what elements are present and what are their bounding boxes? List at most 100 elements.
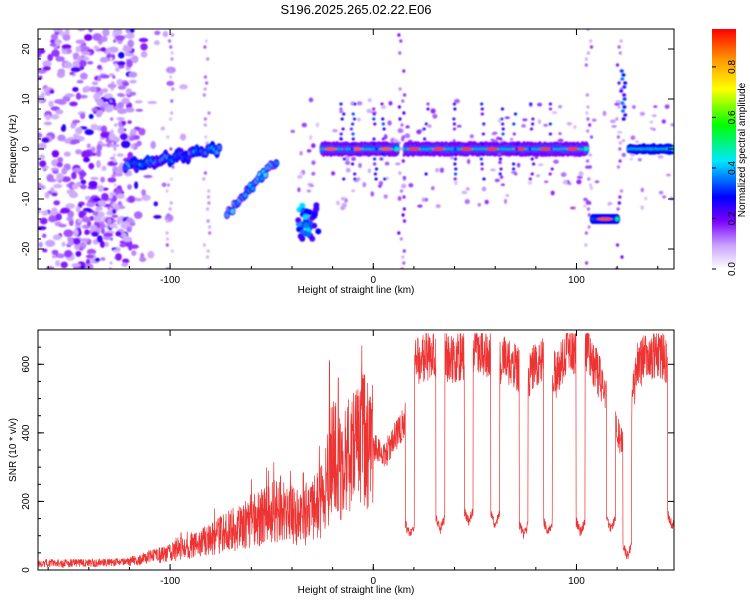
noise-blob [48,215,57,223]
noise-blob [49,89,55,94]
noise-blob [57,134,66,142]
noise-blob [41,137,50,143]
streak-blob [618,51,622,55]
faint-blob [662,195,667,199]
faint-blob [522,118,528,122]
noise-blob [42,248,48,253]
faint-blob [550,190,555,196]
streak-blob [109,201,113,205]
faint-blob [637,158,642,162]
spike-blob [342,157,346,161]
faint-blob [432,113,438,119]
noise-blob [60,261,68,269]
streak-blob [168,207,172,211]
drift2-core [274,161,279,166]
faint-blob [421,197,425,202]
spike-blob [511,167,516,171]
streak-blob [615,63,620,67]
spike-blob [339,132,343,136]
snr-ticks: -100 0 100 0 200 400 600 [21,329,674,587]
streak-blob [167,183,171,187]
spectrogram-heatmap [38,29,674,269]
streak-blob [112,219,116,223]
streak-blob [397,231,401,235]
spike-blob [372,142,376,146]
upper-blob [622,105,627,109]
faint-blob [661,119,666,124]
noise-blob [117,127,125,135]
spike-blob [548,102,553,106]
noise-blob [166,80,175,86]
streak-blob [585,93,590,97]
noise-blob [153,214,162,219]
streak-blob [206,195,211,199]
noise-blob [83,46,90,51]
spike-blob [353,102,357,106]
streak-blob [109,57,113,61]
faint-blob [657,155,664,159]
spike-blob [514,172,518,176]
faint-blob [301,122,307,128]
noise-blob [80,238,89,242]
streak-blob [402,261,406,265]
spike-blob [480,167,484,171]
noise-blob [86,220,92,227]
faint-blob [309,135,313,140]
faint-blob [630,135,636,140]
streak-blob [588,153,592,157]
spike-blob [352,117,357,121]
spike-blob [515,142,519,146]
noise-blob [75,127,83,135]
streak-blob [207,189,211,193]
faint-blob [551,110,558,115]
noise-blob [77,219,83,223]
spike-blob [372,112,376,116]
faint-blob [537,119,542,124]
noise-blob [73,237,81,245]
noise-blob [115,230,122,237]
faint-blob [585,200,591,205]
spike-blob [550,147,554,151]
noise-blob [129,91,137,96]
faint-blob [553,159,559,164]
faint-blob [631,105,636,109]
noise-blob [138,37,149,43]
streak-blob [585,261,589,265]
noise-blob [96,98,104,107]
noise-blob [50,167,60,171]
line-peak [486,147,498,151]
spike-blob [500,107,505,111]
spectrogram-ytick-label: 0 [21,146,32,152]
noise-blob [134,181,139,190]
spike-blob [373,162,377,166]
faint-blob [621,139,626,142]
noise-blob [108,46,119,53]
faint-blob [416,129,422,135]
noise-blob [73,228,79,237]
spike-blob [351,122,355,126]
streak-blob [165,243,169,247]
spike-blob [480,107,484,111]
spike-blob [532,162,536,166]
spike-blob [451,142,455,146]
noise-blob [101,88,109,93]
faint-blob [573,124,577,129]
noise-blob [92,197,102,202]
faint-blob [504,116,510,120]
noise-blob [150,141,156,149]
noise-blob [139,257,147,262]
spike-blob [452,122,456,126]
faint-blob [395,162,401,166]
spike-blob [499,167,503,171]
faint-blob [299,171,304,175]
drift2-core [230,209,235,214]
noise-blob [126,217,134,224]
noise-blob [56,161,63,168]
streak-blob [401,255,405,259]
faint-blob [358,162,362,168]
noise-blob [64,250,73,258]
noise-blob [140,43,148,51]
faint-blob [306,189,312,193]
spike-blob [548,132,553,136]
